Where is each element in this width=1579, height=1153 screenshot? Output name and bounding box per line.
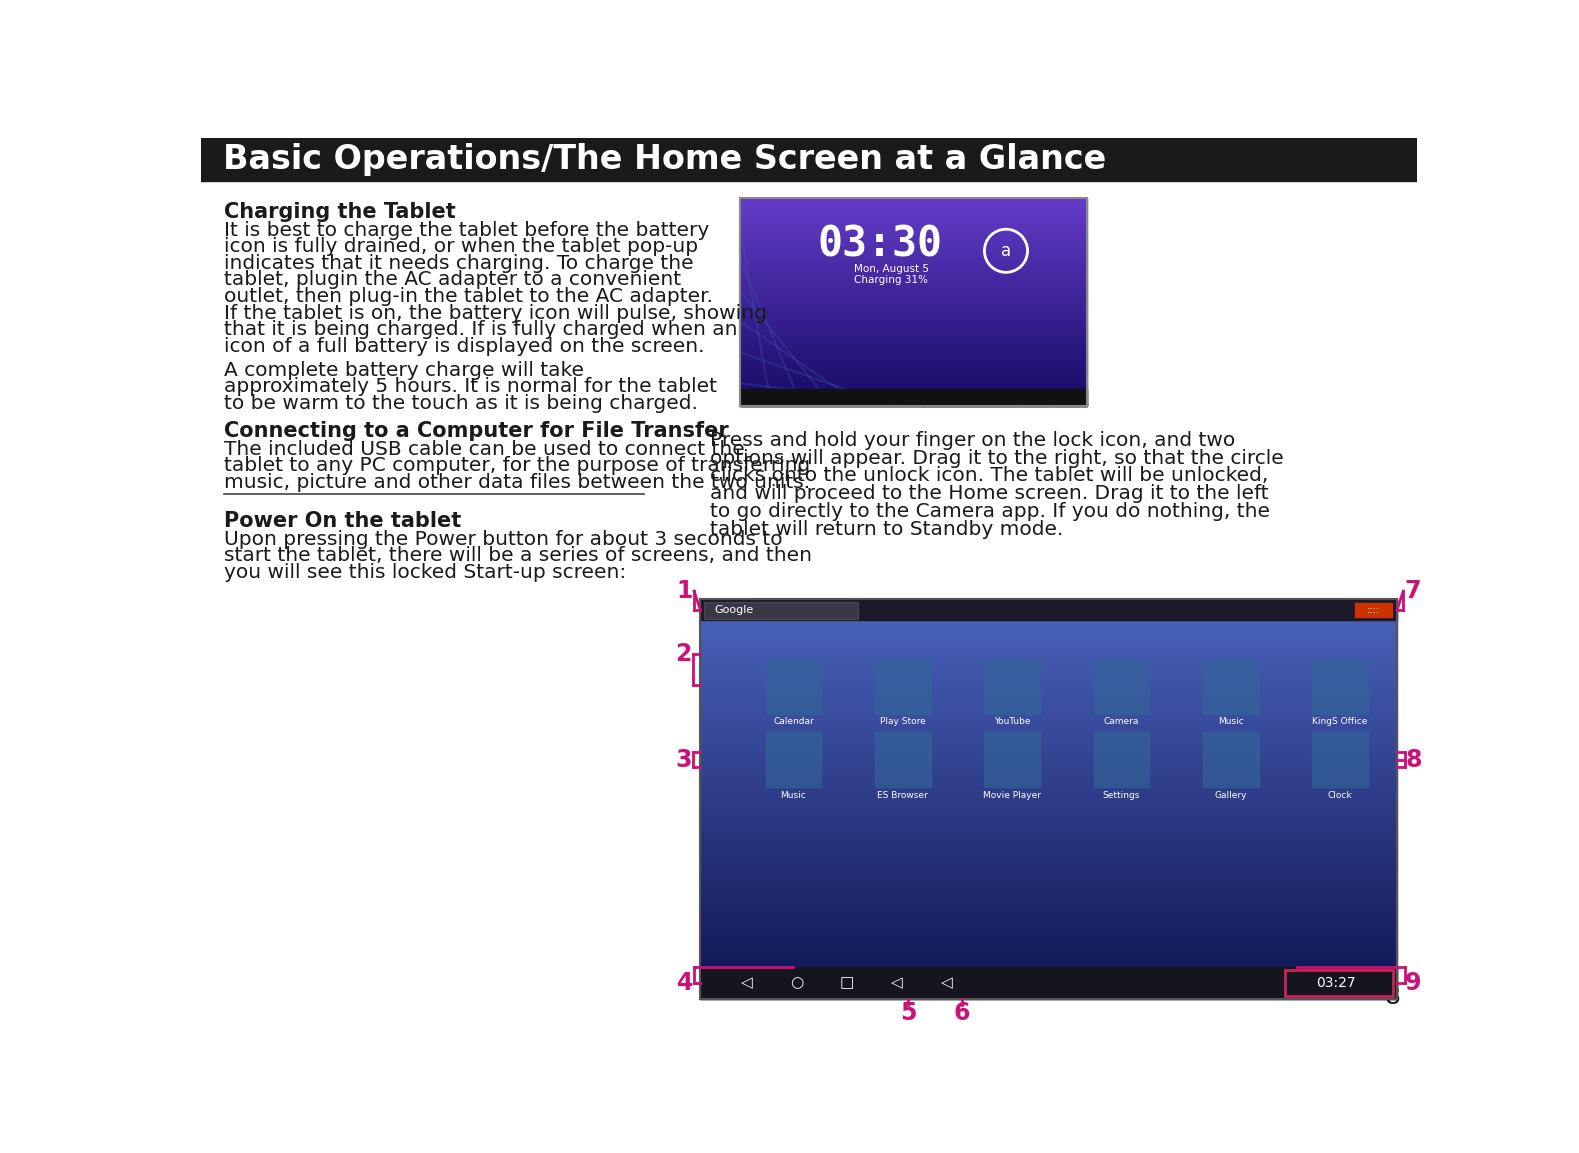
Text: ::::: :::: [1367, 605, 1380, 616]
Bar [1355, 603, 1391, 617]
Text: Power On the tablet: Power On the tablet [224, 511, 461, 532]
Text: 1: 1 [677, 579, 693, 603]
Text: to go directly to the Camera app. If you do nothing, the: to go directly to the Camera app. If you… [709, 502, 1270, 521]
Bar [1285, 970, 1393, 996]
Text: Calendar: Calendar [774, 717, 813, 726]
Bar [741, 198, 1086, 406]
Text: a: a [1001, 242, 1011, 259]
Bar [699, 598, 1397, 620]
Bar [202, 138, 1418, 181]
Text: 8: 8 [1405, 748, 1423, 771]
Bar [699, 598, 1397, 1000]
Text: Connecting to a Computer for File Transfer: Connecting to a Computer for File Transf… [224, 421, 729, 442]
Text: options will appear. Drag it to the right, so that the circle: options will appear. Drag it to the righ… [709, 449, 1284, 468]
Text: and will proceed to the Home screen. Drag it to the left: and will proceed to the Home screen. Dra… [709, 484, 1268, 503]
Text: 5: 5 [900, 1001, 916, 1025]
Bar [1094, 658, 1150, 715]
Text: ◁: ◁ [741, 975, 752, 990]
Text: Upon pressing the Power button for about 3 seconds to: Upon pressing the Power button for about… [224, 529, 783, 549]
Text: ○: ○ [790, 975, 804, 990]
Text: Gallery: Gallery [1214, 791, 1247, 799]
Text: you will see this locked Start-up screen:: you will see this locked Start-up screen… [224, 563, 627, 581]
Text: to be warm to the touch as it is being charged.: to be warm to the touch as it is being c… [224, 394, 698, 413]
Text: 2: 2 [676, 642, 692, 666]
Text: Play Store: Play Store [880, 717, 925, 726]
Bar [704, 602, 857, 619]
Text: Mon, August 5: Mon, August 5 [854, 264, 930, 274]
Text: Settings: Settings [1102, 791, 1140, 799]
Text: outlet, then plug-in the tablet to the AC adapter.: outlet, then plug-in the tablet to the A… [224, 287, 714, 306]
Bar [1094, 732, 1150, 787]
Text: Camera: Camera [1104, 717, 1138, 726]
Text: that it is being charged. If is fully charged when an: that it is being charged. If is fully ch… [224, 321, 737, 339]
Text: 7: 7 [1404, 579, 1421, 603]
Text: □: □ [840, 975, 854, 990]
Text: YouTube: YouTube [993, 717, 1031, 726]
Text: indicates that it needs charging. To charge the: indicates that it needs charging. To cha… [224, 254, 695, 273]
Text: ES Browser: ES Browser [878, 791, 928, 799]
Text: 03:27: 03:27 [1315, 977, 1355, 990]
Bar [1203, 658, 1258, 715]
Text: 4: 4 [677, 971, 693, 995]
Text: 03:30: 03:30 [818, 224, 943, 265]
Text: Music: Music [780, 791, 807, 799]
Text: tablet will return to Standby mode.: tablet will return to Standby mode. [709, 520, 1063, 538]
Bar [875, 732, 930, 787]
Text: If the tablet is on, the battery icon will pulse, showing: If the tablet is on, the battery icon wi… [224, 303, 767, 323]
Text: The included USB cable can be used to connect the: The included USB cable can be used to co… [224, 439, 745, 459]
Text: Clock: Clock [1328, 791, 1353, 799]
Text: Press and hold your finger on the lock icon, and two: Press and hold your finger on the lock i… [709, 431, 1235, 450]
Text: Google: Google [714, 605, 753, 616]
Text: KingS Office: KingS Office [1312, 717, 1367, 726]
Text: Charging 31%: Charging 31% [854, 276, 928, 285]
Bar [984, 732, 1041, 787]
Text: ◁: ◁ [941, 975, 952, 990]
Text: 9: 9 [1404, 971, 1421, 995]
Bar [699, 967, 1397, 1000]
Text: 8: 8 [1385, 985, 1401, 1009]
Text: It is best to charge the tablet before the battery: It is best to charge the tablet before t… [224, 220, 709, 240]
Text: Movie Player: Movie Player [984, 791, 1041, 799]
Bar [766, 658, 821, 715]
Bar [1203, 732, 1258, 787]
Text: icon of a full battery is displayed on the screen.: icon of a full battery is displayed on t… [224, 337, 704, 355]
Bar [875, 658, 930, 715]
Text: Charging the Tablet: Charging the Tablet [224, 202, 456, 223]
Text: Basic Operations/The Home Screen at a Glance: Basic Operations/The Home Screen at a Gl… [223, 143, 1107, 176]
Bar [984, 658, 1041, 715]
Text: A complete battery charge will take: A complete battery charge will take [224, 361, 584, 379]
Bar [1285, 970, 1393, 996]
Text: ◁: ◁ [891, 975, 903, 990]
Text: tablet to any PC computer, for the purpose of transferring: tablet to any PC computer, for the purpo… [224, 457, 810, 475]
Text: approximately 5 hours. It is normal for the tablet: approximately 5 hours. It is normal for … [224, 377, 717, 397]
Text: clicks onto the unlock icon. The tablet will be unlocked,: clicks onto the unlock icon. The tablet … [709, 466, 1268, 485]
Bar [1312, 658, 1367, 715]
Text: tablet, plugin the AC adapter to a convenient: tablet, plugin the AC adapter to a conve… [224, 271, 682, 289]
Bar [766, 732, 821, 787]
Text: start the tablet, there will be a series of screens, and then: start the tablet, there will be a series… [224, 547, 813, 565]
Text: Music: Music [1217, 717, 1244, 726]
Text: 6: 6 [954, 1001, 971, 1025]
Bar [741, 390, 1086, 406]
Bar [1312, 732, 1367, 787]
Text: icon is fully drained, or when the tablet pop-up: icon is fully drained, or when the table… [224, 238, 698, 256]
Text: 3: 3 [676, 748, 692, 771]
Text: music, picture and other data files between the two units.: music, picture and other data files betw… [224, 473, 810, 492]
